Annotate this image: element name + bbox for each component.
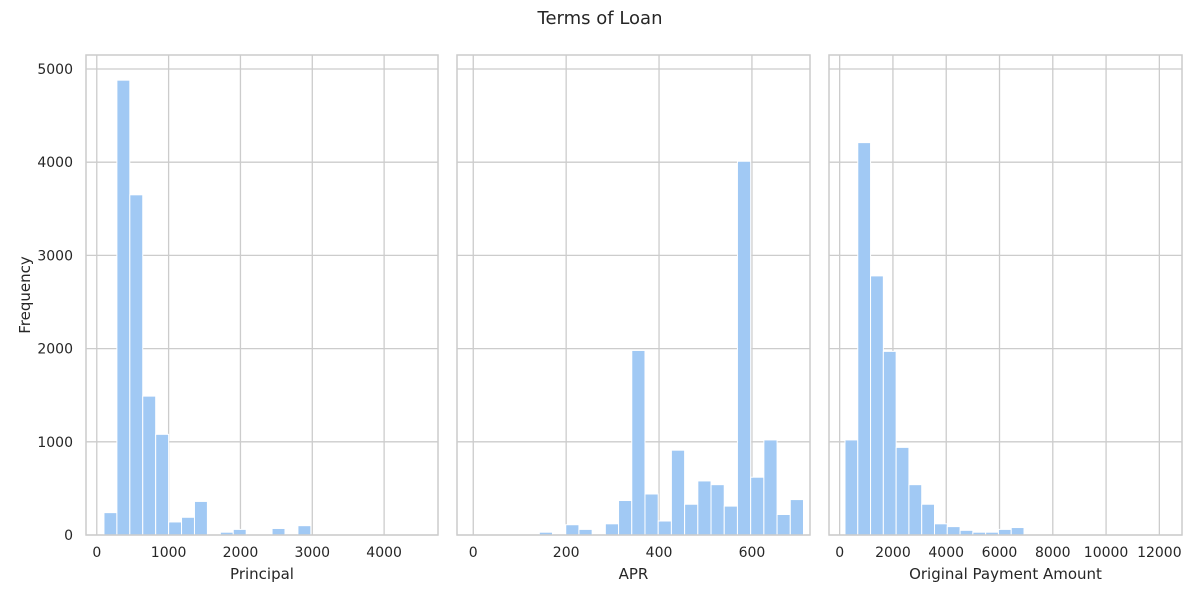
y-tick-label: 3000 bbox=[37, 248, 73, 264]
histogram-bar bbox=[1010, 527, 1025, 536]
x-tick-label: 2000 bbox=[875, 545, 911, 561]
histogram-bar bbox=[565, 524, 580, 536]
histogram-bar bbox=[232, 528, 247, 536]
histogram-bar bbox=[997, 528, 1012, 536]
histogram-bar bbox=[844, 439, 859, 536]
histogram-bar bbox=[168, 521, 183, 536]
x-axis-label: Principal bbox=[230, 565, 294, 583]
y-tick-label: 1000 bbox=[37, 435, 73, 451]
x-tick-label: 2000 bbox=[223, 545, 259, 561]
histogram-bar bbox=[142, 395, 157, 536]
histogram-bar bbox=[921, 503, 936, 536]
histogram-bar bbox=[155, 433, 170, 536]
histogram-bar bbox=[604, 523, 620, 536]
histogram-bar bbox=[882, 350, 897, 536]
x-tick-label: 8000 bbox=[1035, 545, 1071, 561]
axes-frame bbox=[828, 54, 1183, 536]
histogram-bar bbox=[181, 516, 195, 536]
histogram-bar bbox=[129, 194, 144, 536]
x-tick-label: 0 bbox=[469, 545, 478, 561]
histogram-bar bbox=[736, 160, 752, 536]
histogram-bar bbox=[618, 500, 633, 536]
x-tick-label: 4000 bbox=[928, 545, 964, 561]
x-tick-label: 0 bbox=[92, 545, 101, 561]
histogram-bar bbox=[946, 526, 961, 536]
histogram-bar bbox=[857, 142, 872, 536]
histogram-bar bbox=[697, 480, 712, 536]
x-tick-label: 10000 bbox=[1084, 545, 1129, 561]
histogram-bar bbox=[895, 446, 910, 536]
histogram-bar bbox=[271, 527, 286, 536]
axes-frame bbox=[85, 54, 439, 536]
x-tick-label: 12000 bbox=[1137, 545, 1182, 561]
x-tick-label: 600 bbox=[739, 545, 766, 561]
histogram-bar bbox=[657, 520, 672, 536]
x-tick-label: 400 bbox=[646, 545, 673, 561]
histogram-bar bbox=[116, 79, 131, 536]
panel-3: 0 2000 4000 6000 8000 10000 12000 Original Paym… bbox=[828, 54, 1183, 583]
histogram-bar bbox=[710, 484, 725, 536]
x-tick-label: 200 bbox=[553, 545, 580, 561]
x-axis-label: Original Payment Amount bbox=[909, 565, 1102, 583]
histogram-bar bbox=[870, 275, 884, 536]
figure-title: Terms of Loan bbox=[537, 8, 663, 29]
histogram-bar bbox=[763, 439, 778, 536]
panel-1: 0 1000 2000 3000 4000 0 1000 2000 3000 4000 5000 Fr… bbox=[16, 54, 439, 583]
x-tick-label: 6000 bbox=[982, 545, 1018, 561]
x-tick-label: 1000 bbox=[151, 545, 187, 561]
histogram-bar bbox=[684, 503, 699, 536]
histogram-bar bbox=[193, 500, 208, 536]
x-tick-label: 4000 bbox=[366, 545, 402, 561]
histogram-bar bbox=[934, 523, 948, 536]
y-tick-label: 2000 bbox=[37, 342, 73, 358]
histogram-bar bbox=[670, 449, 686, 536]
y-tick-label: 0 bbox=[64, 528, 73, 544]
histogram-bar bbox=[776, 513, 791, 536]
histogram-bar bbox=[723, 505, 738, 536]
histogram-bar bbox=[789, 499, 804, 536]
histogram-bar bbox=[631, 349, 646, 536]
y-tick-label: 4000 bbox=[37, 155, 73, 171]
histogram-bar bbox=[297, 525, 312, 536]
histogram-bar bbox=[644, 493, 659, 536]
x-tick-label: 3000 bbox=[294, 545, 330, 561]
panel-2: 0 200 400 600 APR bbox=[456, 54, 811, 583]
y-axis-label: Frequency bbox=[16, 256, 34, 334]
y-tick-label: 5000 bbox=[37, 62, 73, 78]
histogram-bar bbox=[750, 476, 765, 536]
histogram-bar bbox=[103, 512, 118, 536]
x-tick-label: 0 bbox=[835, 545, 844, 561]
histogram-bar bbox=[578, 528, 593, 536]
histogram-bar bbox=[908, 484, 923, 536]
x-axis-label: APR bbox=[619, 565, 649, 583]
axes-frame bbox=[456, 54, 811, 536]
